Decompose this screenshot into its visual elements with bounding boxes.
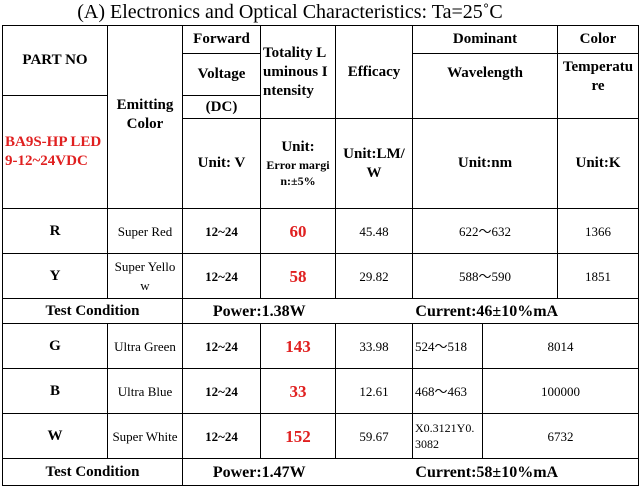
- voltage-cell: 12~24: [182, 413, 261, 459]
- part-cell: R: [2, 208, 108, 254]
- voltage-cell: 12~24: [182, 323, 261, 369]
- temperature-cell: 1851: [557, 253, 639, 299]
- color-cell: Ultra Blue: [107, 368, 183, 414]
- header-cell: Dominant: [412, 25, 558, 54]
- efficacy-cell: 33.98: [335, 323, 413, 369]
- intensity-cell: 60: [260, 208, 336, 254]
- part-cell: G: [2, 323, 108, 369]
- title: (A) Electronics and Optical Characterist…: [77, 1, 503, 23]
- test-label: Test Condition: [2, 458, 183, 486]
- test-current: Current:58±10%mA: [335, 458, 639, 486]
- test-current: Current:46±10%mA: [335, 298, 639, 324]
- unit-cell: Unit:nm: [412, 118, 558, 209]
- unit-cell: Unit: V: [182, 118, 261, 209]
- efficacy-cell: 45.48: [335, 208, 413, 254]
- test-label: Test Condition: [2, 298, 183, 324]
- temperature-cell: 1366: [557, 208, 639, 254]
- unit-note: Error margin:±5%: [266, 158, 330, 188]
- temperature-cell: 6732: [482, 413, 639, 459]
- header-cell: Temperature: [557, 53, 639, 119]
- data-row: B Ultra Blue 12~24 33 12.61 468～463 100000: [2, 368, 639, 414]
- temperature-cell: 8014: [482, 323, 639, 369]
- intensity-cell: 152: [260, 413, 336, 459]
- test-power: Power:1.47W: [182, 458, 336, 486]
- voltage-cell: 12~24: [182, 208, 261, 254]
- intensity-cell: 58: [260, 253, 336, 299]
- part-cell: W: [2, 413, 108, 459]
- color-cell: Super Red: [107, 208, 183, 254]
- header-cell: Color: [557, 25, 639, 54]
- wavelength-cell: 468～463: [412, 368, 483, 414]
- temperature-cell: 100000: [482, 368, 639, 414]
- wavelength-cell: 622～632: [412, 208, 558, 254]
- test-row: Test Condition Power:1.47W Current:58±10%m…: [2, 458, 639, 486]
- efficacy-cell: 29.82: [335, 253, 413, 299]
- color-cell: Super Yellow: [107, 253, 183, 299]
- unit-cell: Unit: Error margin:±5%: [260, 118, 336, 209]
- header-cell: Voltage: [182, 53, 261, 96]
- unit-cell: Unit:LM/W: [335, 118, 413, 209]
- header-cell: Efficacy: [335, 25, 413, 119]
- efficacy-cell: 12.61: [335, 368, 413, 414]
- header-cell: (DC): [182, 95, 261, 119]
- data-row: R Super Red 12~24 60 45.48 622～632 1366: [2, 208, 639, 254]
- color-cell: Super White: [107, 413, 183, 459]
- wavelength-cell: X0.3121Y0.3082: [412, 413, 483, 459]
- wavelength-cell: 588～590: [412, 253, 558, 299]
- wavelength-cell: 524～518: [412, 323, 483, 369]
- header-cell: Wavelength: [412, 53, 558, 119]
- header-cell: Totality Luminous Intensity: [260, 25, 336, 119]
- data-row: Y Super Yellow 12~24 58 29.82 588～590 1851: [2, 253, 639, 299]
- header-cell: Forward: [182, 25, 261, 54]
- unit-cell: Unit:K: [557, 118, 639, 209]
- part-cell: Y: [2, 253, 108, 299]
- unit-text: Unit:: [281, 139, 315, 155]
- efficacy-cell: 59.67: [335, 413, 413, 459]
- test-row: Test Condition Power:1.38W Current:46±10%m…: [2, 298, 639, 324]
- intensity-cell: 143: [260, 323, 336, 369]
- header-cell: Emitting Color: [107, 25, 183, 209]
- data-row: W Super White 12~24 152 59.67 X0.3121Y0.3082 6…: [2, 413, 639, 459]
- voltage-cell: 12~24: [182, 368, 261, 414]
- data-row: G Ultra Green 12~24 143 33.98 524～518 8014: [2, 323, 639, 369]
- color-cell: Ultra Green: [107, 323, 183, 369]
- test-power: Power:1.38W: [182, 298, 336, 324]
- part-cell: B: [2, 368, 108, 414]
- spec-table: PART NO Emitting Color Forward Totality …: [2, 25, 639, 486]
- intensity-cell: 33: [260, 368, 336, 414]
- model-cell: BA9S-HP LED 9-12~24VDC: [2, 95, 108, 209]
- header-cell: PART NO: [2, 25, 108, 96]
- voltage-cell: 12~24: [182, 253, 261, 299]
